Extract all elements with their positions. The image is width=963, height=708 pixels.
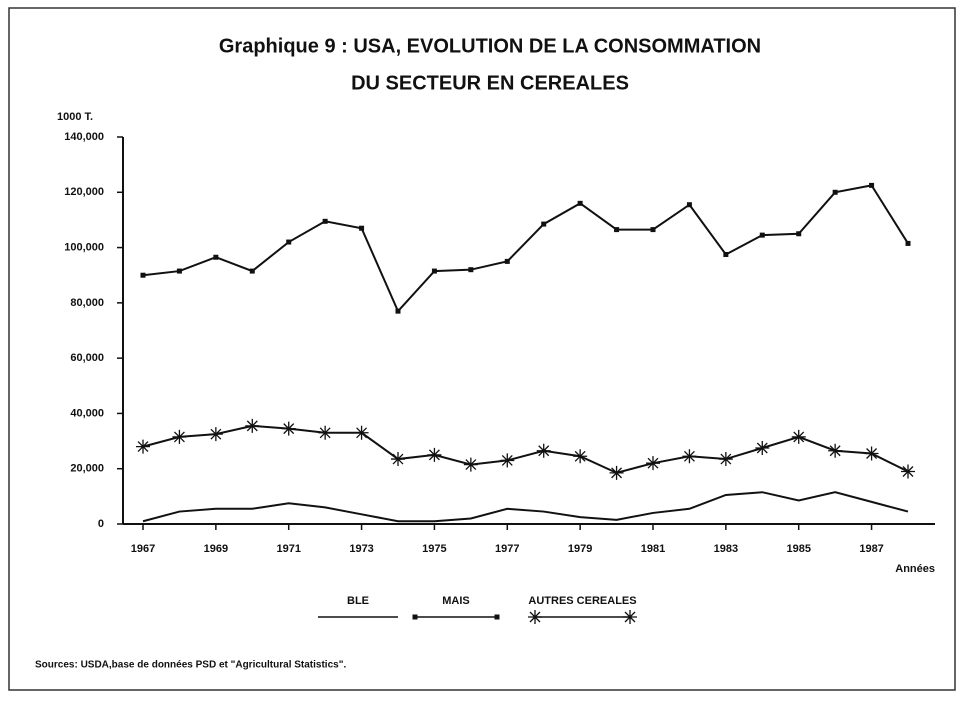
x-tick-label: 1985	[786, 543, 810, 555]
marker	[623, 610, 637, 624]
x-axis-label: Années	[895, 563, 935, 575]
marker	[176, 268, 182, 274]
marker	[172, 429, 187, 444]
marker	[577, 200, 583, 206]
marker	[213, 254, 219, 260]
marker	[755, 440, 770, 455]
marker	[494, 614, 500, 620]
y-tick-label: 40,000	[70, 407, 104, 419]
marker	[536, 443, 551, 458]
marker	[573, 449, 588, 464]
x-tick-label: 1987	[859, 543, 883, 555]
legend-label: MAIS	[442, 595, 470, 607]
marker	[249, 268, 255, 274]
y-tick-label: 20,000	[70, 463, 104, 475]
marker	[136, 439, 150, 454]
marker	[864, 446, 879, 461]
y-tick-label: 120,000	[64, 186, 104, 198]
chart-title: DU SECTEUR EN CEREALES	[351, 72, 629, 94]
x-tick-label: 1975	[422, 543, 446, 555]
marker	[796, 231, 802, 237]
marker	[395, 308, 401, 314]
marker	[528, 610, 542, 624]
marker	[541, 221, 547, 227]
marker	[905, 240, 911, 246]
marker	[791, 429, 806, 444]
y-axis-label: 1000 T.	[57, 111, 93, 123]
marker	[901, 464, 915, 479]
marker	[686, 202, 692, 208]
marker	[759, 232, 765, 238]
x-tick-label: 1979	[568, 543, 592, 555]
y-tick-label: 140,000	[64, 131, 104, 143]
marker	[391, 452, 405, 467]
marker	[140, 272, 146, 278]
marker	[427, 447, 442, 462]
series-line	[142, 424, 909, 474]
marker	[463, 457, 478, 472]
marker	[412, 614, 418, 620]
y-tick-label: 0	[98, 518, 104, 530]
marker	[354, 425, 369, 440]
marker	[322, 218, 328, 224]
marker	[431, 268, 437, 274]
legend-label: AUTRES CEREALES	[528, 595, 636, 607]
y-tick-label: 100,000	[64, 241, 104, 253]
marker	[718, 452, 733, 467]
marker	[359, 225, 365, 231]
y-tick-label: 80,000	[70, 297, 104, 309]
legend-label: BLE	[347, 595, 369, 607]
marker	[318, 425, 333, 440]
chart-title: Graphique 9 : USA, EVOLUTION DE LA CONSO…	[219, 35, 761, 57]
x-tick-label: 1967	[131, 543, 155, 555]
x-tick-label: 1971	[276, 543, 300, 555]
y-tick-label: 60,000	[70, 352, 104, 364]
marker	[504, 258, 510, 264]
marker	[281, 421, 296, 436]
source: Sources: USDA,base de données PSD et "Ag…	[35, 660, 346, 671]
series-line	[142, 491, 909, 523]
x-tick-label: 1981	[641, 543, 665, 555]
marker	[286, 239, 292, 245]
marker	[609, 465, 624, 480]
x-tick-label: 1983	[714, 543, 738, 555]
marker	[614, 227, 620, 233]
x-tick-label: 1973	[349, 543, 373, 555]
marker	[682, 449, 697, 464]
frame	[8, 7, 956, 691]
marker	[208, 427, 223, 442]
marker	[869, 182, 875, 188]
marker	[832, 189, 838, 195]
marker	[723, 251, 729, 257]
marker	[468, 267, 474, 273]
x-tick-label: 1977	[495, 543, 519, 555]
marker	[650, 227, 656, 233]
marker	[500, 453, 515, 468]
x-tick-label: 1969	[204, 543, 228, 555]
marker	[245, 418, 260, 433]
marker	[828, 443, 843, 458]
series-line	[142, 184, 909, 313]
marker	[646, 456, 660, 471]
